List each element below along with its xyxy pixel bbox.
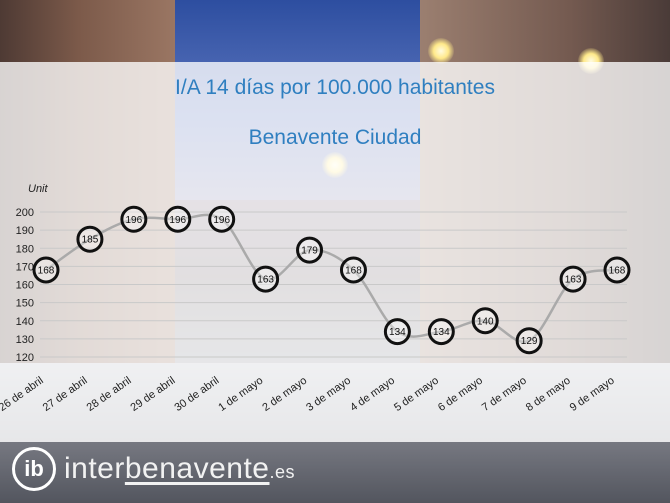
x-tick-label: 26 de abril (0, 375, 46, 414)
y-tick-label: 160 (16, 280, 34, 292)
data-point-marker (120, 205, 148, 233)
data-label: 185 (82, 235, 99, 246)
line-chart: I/A 14 días por 100.000 habitantes Benav… (0, 76, 631, 414)
x-tick-label: 28 de abril (85, 375, 134, 414)
x-tick-label: 6 de mayo (436, 375, 485, 414)
y-tick-label: 200 (16, 207, 34, 219)
footer-bar (0, 442, 670, 503)
brand-wordmark: interbenavente.es (64, 447, 295, 491)
y-tick-label: 150 (16, 298, 34, 310)
x-tick-label: 29 de abril (129, 375, 178, 414)
y-tick-label: 190 (16, 225, 34, 237)
data-label: 140 (477, 316, 494, 327)
brand-name-part2: benavente (124, 452, 270, 485)
data-label: 179 (301, 246, 318, 257)
data-point-marker (252, 265, 280, 293)
brand-name-part1: inter (64, 452, 125, 485)
brand-logo-icon: ib (12, 447, 56, 491)
data-label: 134 (433, 327, 450, 338)
data-point-marker (339, 256, 367, 284)
y-axis-label: Unit (28, 183, 49, 195)
x-tick-label: 4 de mayo (348, 375, 397, 414)
data-label: 163 (257, 275, 274, 286)
brand-name-part3: .es (269, 462, 296, 482)
data-point-marker (32, 256, 60, 284)
y-tick-label: 180 (16, 243, 34, 255)
street-lamp (428, 38, 454, 64)
data-label: 168 (38, 266, 55, 277)
y-tick-label: 170 (16, 261, 34, 273)
x-tick-label: 30 de abril (172, 375, 221, 414)
data-point-marker (76, 225, 104, 253)
data-label: 168 (609, 266, 626, 277)
data-label: 196 (126, 215, 143, 226)
data-point-marker (427, 318, 455, 346)
y-tick-label: 130 (16, 334, 34, 346)
y-tick-label: 120 (16, 352, 34, 364)
data-label: 196 (213, 215, 230, 226)
data-label: 134 (389, 327, 406, 338)
chart-subtitle: Benavente Ciudad (249, 126, 422, 149)
data-label: 129 (521, 336, 538, 347)
data-point-marker (383, 318, 411, 346)
data-point-marker (603, 256, 631, 284)
series-line (45, 213, 618, 344)
x-tick-label: 1 de mayo (216, 375, 265, 414)
data-point-marker (164, 205, 192, 233)
data-label: 196 (169, 215, 186, 226)
x-tick-label: 8 de mayo (524, 375, 573, 414)
data-label: 163 (565, 275, 582, 286)
chart-panel: I/A 14 días por 100.000 habitantes Benav… (0, 62, 670, 442)
data-point-marker (559, 265, 587, 293)
data-point-marker (208, 205, 236, 233)
data-point-marker (471, 307, 499, 335)
y-tick-label: 140 (16, 316, 34, 328)
data-point-marker (515, 327, 543, 355)
x-tick-label: 3 de mayo (304, 375, 353, 414)
x-tick-label: 9 de mayo (568, 375, 617, 414)
chart-title: I/A 14 días por 100.000 habitantes (175, 76, 495, 99)
x-tick-label: 27 de abril (41, 375, 90, 414)
x-tick-label: 5 de mayo (392, 375, 441, 414)
x-tick-label: 7 de mayo (480, 375, 529, 414)
data-label: 168 (345, 266, 362, 277)
x-tick-label: 2 de mayo (260, 375, 309, 414)
data-point-marker (296, 236, 324, 264)
